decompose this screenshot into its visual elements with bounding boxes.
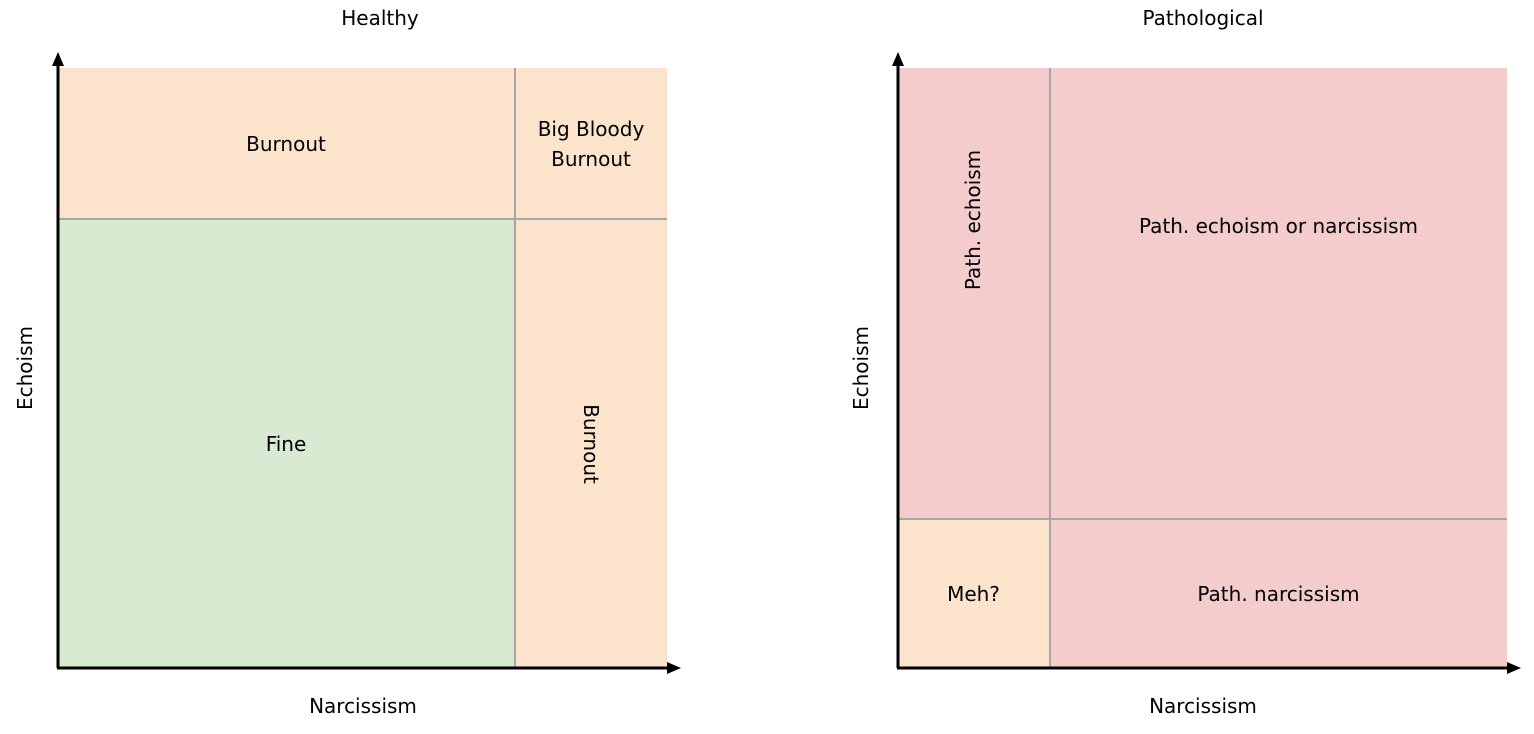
y-axis-arrowhead	[892, 52, 904, 66]
healthy-panel: Healthy Burnout Big Bloody Burnout Fine …	[0, 0, 760, 734]
y-axis-arrowhead	[52, 52, 64, 66]
healthy-title: Healthy	[341, 6, 419, 30]
healthy-axes	[52, 52, 681, 674]
cell-burnout-top-label: Burnout	[246, 131, 326, 156]
healthy-ylabel: Echoism	[13, 325, 37, 411]
cell-path-echoism-or-narcissism: Path. echoism or narcissism	[1050, 68, 1507, 519]
big-bloody-line2: Burnout	[551, 146, 631, 171]
x-axis-arrowhead	[667, 662, 681, 674]
cell-path-narcissism: Path. narcissism	[1050, 519, 1507, 668]
cell-meh: Meh?	[897, 519, 1050, 668]
cell-path-narcissism-label: Path. narcissism	[1197, 581, 1360, 606]
divider-horizontal	[57, 218, 667, 220]
big-bloody-line1: Big Bloody	[537, 116, 645, 141]
pathological-title: Pathological	[1142, 6, 1264, 30]
pathological-axes	[892, 52, 1521, 674]
x-axis-arrowhead	[1507, 662, 1521, 674]
cell-burnout-right: Burnout	[515, 219, 667, 668]
cell-path-echoism-or-narcissism-label: Path. echoism or narcissism	[1138, 213, 1419, 238]
healthy-xlabel: Narcissism	[309, 694, 417, 718]
cell-path-echoism: Path. echoism	[897, 68, 1050, 519]
divider-vertical	[514, 68, 516, 668]
cell-big-bloody-burnout: Big Bloody Burnout	[515, 68, 667, 219]
cell-big-bloody-burnout-label: Big Bloody Burnout	[538, 114, 645, 174]
cell-fine: Fine	[57, 219, 515, 668]
cell-meh-label: Meh?	[947, 581, 1000, 606]
divider-horizontal	[897, 518, 1507, 520]
cell-burnout-top: Burnout	[57, 68, 515, 219]
divider-vertical	[1049, 68, 1051, 668]
pathological-ylabel: Echoism	[849, 325, 873, 411]
pathological-xlabel: Narcissism	[1149, 694, 1257, 718]
cell-fine-label: Fine	[265, 431, 307, 456]
pathological-panel: Pathological Path. echoism Path. echoism…	[840, 0, 1534, 734]
